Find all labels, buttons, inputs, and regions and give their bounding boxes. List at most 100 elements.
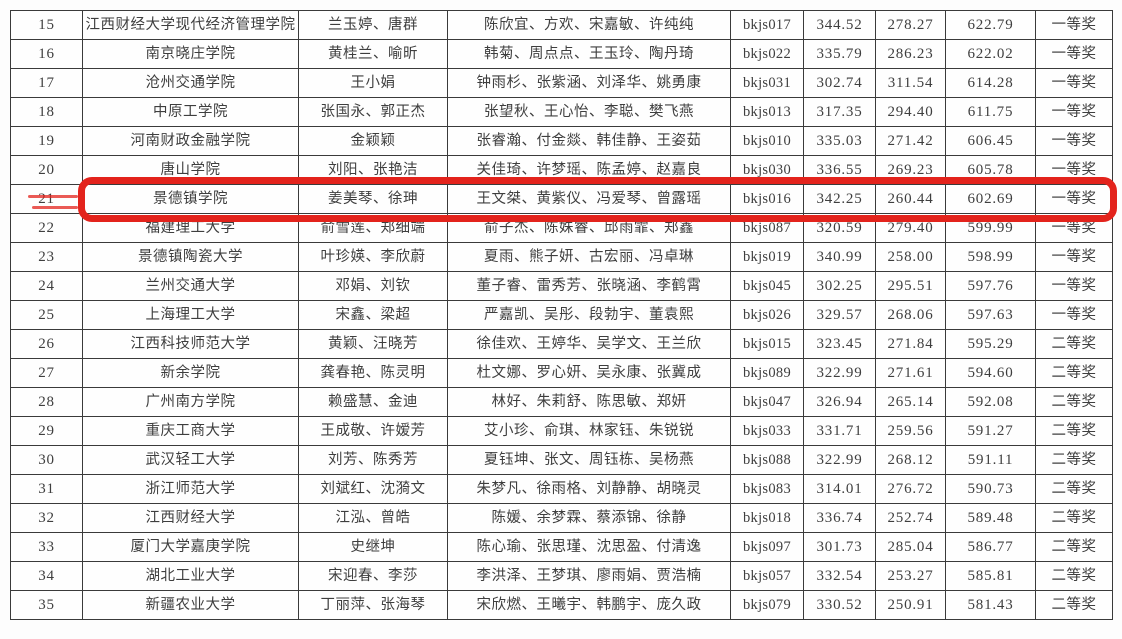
award-cell: 二等奖 [1035,590,1113,620]
students-cell: 宋欣燃、王曦宇、韩鹏宇、庞久政 [447,590,731,620]
code-cell: bkjs018 [730,503,804,533]
table-row: 19 河南财政金融学院 金颖颖 张睿瀚、付金燚、韩佳静、王姿茹 bkjs010 … [10,126,1113,156]
rank-cell: 20 [10,155,83,185]
university-cell: 武汉轻工大学 [82,445,299,475]
score2-cell: 268.12 [875,445,946,475]
advisors-cell: 刘芳、陈秀芳 [298,445,448,475]
score1-cell: 344.52 [803,10,876,40]
students-cell: 韩菊、周点点、王玉玲、陶丹琦 [447,39,731,69]
score1-cell: 314.01 [803,474,876,504]
students-cell: 陈欣宜、方欢、宋嘉敏、许纯纯 [447,10,731,40]
award-cell: 二等奖 [1035,503,1113,533]
table-row: 17 沧州交通学院 王小娟 钟雨杉、张紫涵、刘泽华、姚勇康 bkjs031 30… [10,68,1113,98]
score1-cell: 332.54 [803,561,876,591]
students-cell: 钟雨杉、张紫涵、刘泽华、姚勇康 [447,68,731,98]
table-row: 20 唐山学院 刘阳、张艳洁 关佳琦、许梦瑶、陈孟婷、赵嘉良 bkjs030 3… [10,155,1113,185]
code-cell: bkjs083 [730,474,804,504]
table-row: 15 江西财经大学现代经济管理学院 兰玉婷、唐群 陈欣宜、方欢、宋嘉敏、许纯纯 … [10,10,1113,40]
rank-cell: 34 [10,561,83,591]
rank-cell: 16 [10,39,83,69]
code-cell: bkjs087 [730,213,804,243]
students-cell: 李洪泽、王梦琪、廖雨娟、贾浩楠 [447,561,731,591]
advisors-cell: 叶珍媖、李欣蔚 [298,242,448,272]
code-cell: bkjs097 [730,532,804,562]
score2-cell: 252.74 [875,503,946,533]
students-cell: 张睿瀚、付金燚、韩佳静、王姿茹 [447,126,731,156]
advisors-cell: 史继坤 [298,532,448,562]
score2-cell: 253.27 [875,561,946,591]
university-cell: 江西科技师范大学 [82,329,299,359]
code-cell: bkjs016 [730,184,804,214]
code-cell: bkjs015 [730,329,804,359]
award-cell: 二等奖 [1035,416,1113,446]
advisors-cell: 兰玉婷、唐群 [298,10,448,40]
students-cell: 艾小珍、俞琪、林家钰、朱锐锐 [447,416,731,446]
award-cell: 二等奖 [1035,387,1113,417]
score2-cell: 279.40 [875,213,946,243]
total-cell: 606.45 [945,126,1036,156]
advisors-cell: 刘阳、张艳洁 [298,155,448,185]
university-cell: 湖北工业大学 [82,561,299,591]
score2-cell: 295.51 [875,271,946,301]
award-cell: 一等奖 [1035,155,1113,185]
rank-cell: 26 [10,329,83,359]
students-cell: 林好、朱莉舒、陈思敏、郑妍 [447,387,731,417]
total-cell: 605.78 [945,155,1036,185]
university-cell: 江西财经大学 [82,503,299,533]
score1-cell: 336.74 [803,503,876,533]
score2-cell: 271.61 [875,358,946,388]
code-cell: bkjs013 [730,97,804,127]
students-cell: 张望秋、王心怡、李聪、樊飞燕 [447,97,731,127]
rank-cell: 21 [10,184,83,214]
code-cell: bkjs010 [730,126,804,156]
rank-cell: 30 [10,445,83,475]
score2-cell: 271.84 [875,329,946,359]
advisors-cell: 邓娟、刘钦 [298,271,448,301]
advisors-cell: 黄桂兰、喻昕 [298,39,448,69]
students-cell: 朱梦凡、徐雨格、刘静静、胡晓灵 [447,474,731,504]
total-cell: 598.99 [945,242,1036,272]
university-cell: 浙江师范大学 [82,474,299,504]
award-cell: 一等奖 [1035,184,1113,214]
code-cell: bkjs017 [730,10,804,40]
score2-cell: 311.54 [875,68,946,98]
total-cell: 597.76 [945,271,1036,301]
score1-cell: 342.25 [803,184,876,214]
rank-cell: 23 [10,242,83,272]
score1-cell: 336.55 [803,155,876,185]
university-cell: 河南财政金融学院 [82,126,299,156]
rank-cell: 28 [10,387,83,417]
award-cell: 一等奖 [1035,300,1113,330]
table-row: 26 江西科技师范大学 黄颖、汪晓芳 徐佳欢、王婷华、吴学文、王兰欣 bkjs0… [10,329,1113,359]
rank-cell: 32 [10,503,83,533]
results-table: 15 江西财经大学现代经济管理学院 兰玉婷、唐群 陈欣宜、方欢、宋嘉敏、许纯纯 … [10,10,1113,620]
code-cell: bkjs026 [730,300,804,330]
score1-cell: 301.73 [803,532,876,562]
advisors-cell: 黄颖、汪晓芳 [298,329,448,359]
table-body: 15 江西财经大学现代经济管理学院 兰玉婷、唐群 陈欣宜、方欢、宋嘉敏、许纯纯 … [10,10,1113,620]
score1-cell: 302.25 [803,271,876,301]
award-cell: 二等奖 [1035,445,1113,475]
code-cell: bkjs030 [730,155,804,185]
table-row: 24 兰州交通大学 邓娟、刘钦 董子睿、雷秀芳、张晓涵、李鹤霄 bkjs045 … [10,271,1113,301]
rank-cell: 33 [10,532,83,562]
students-cell: 徐佳欢、王婷华、吴学文、王兰欣 [447,329,731,359]
award-cell: 一等奖 [1035,10,1113,40]
code-cell: bkjs088 [730,445,804,475]
students-cell: 陈媛、余梦霖、蔡添锦、徐静 [447,503,731,533]
students-cell: 关佳琦、许梦瑶、陈孟婷、赵嘉良 [447,155,731,185]
rank-cell: 19 [10,126,83,156]
code-cell: bkjs019 [730,242,804,272]
score1-cell: 329.57 [803,300,876,330]
award-cell: 二等奖 [1035,329,1113,359]
award-cell: 一等奖 [1035,213,1113,243]
code-cell: bkjs047 [730,387,804,417]
rank-cell: 25 [10,300,83,330]
score1-cell: 335.79 [803,39,876,69]
score2-cell: 278.27 [875,10,946,40]
students-cell: 杜文娜、罗心妍、吴永康、张冀成 [447,358,731,388]
advisors-cell: 江泓、曾皓 [298,503,448,533]
award-cell: 二等奖 [1035,561,1113,591]
table-row: 35 新疆农业大学 丁丽萍、张海琴 宋欣燃、王曦宇、韩鹏宇、庞久政 bkjs07… [10,590,1113,620]
